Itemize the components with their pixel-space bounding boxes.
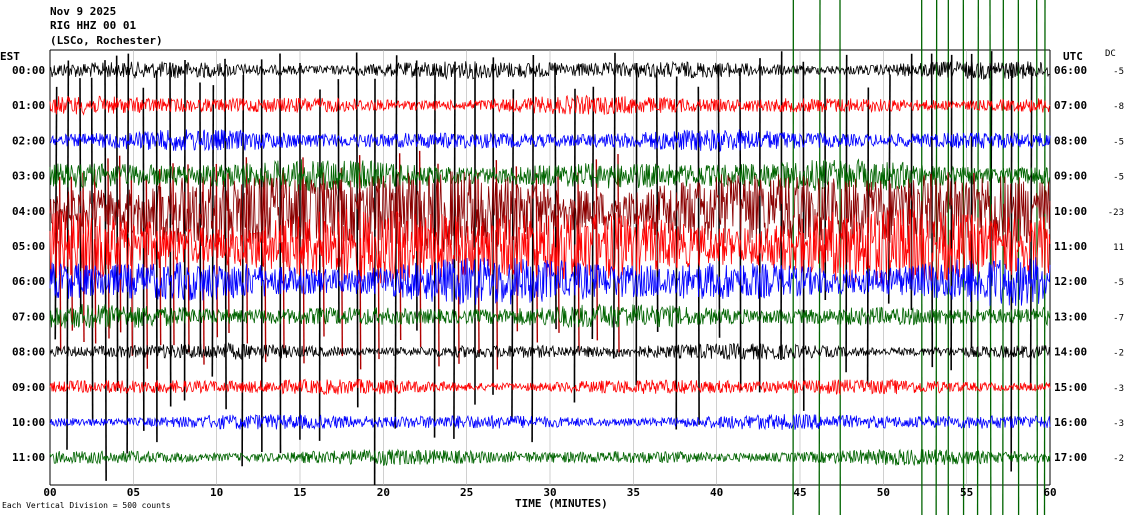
dc-value: -2 xyxy=(1113,349,1124,359)
trace-row-0700 xyxy=(49,303,1051,329)
x-axis-title: TIME (MINUTES) xyxy=(515,497,608,510)
spike-line xyxy=(104,60,107,481)
dc-label: DC xyxy=(1105,49,1116,59)
utc-hour-label: 06:00 xyxy=(1054,64,1087,77)
x-tick-label: 05 xyxy=(127,486,140,499)
spike-line xyxy=(394,55,398,429)
trace-row-0100 xyxy=(49,94,1051,116)
trace-row-0200 xyxy=(49,129,1051,153)
location-label: (LSCo, Rochester) xyxy=(50,34,163,47)
spike-line-green xyxy=(818,0,821,516)
est-hour-label: 08:00 xyxy=(12,346,45,359)
est-hour-label: 00:00 xyxy=(12,64,45,77)
footer-note: Each Vertical Division = 500 counts xyxy=(2,501,171,510)
est-hour-label: 09:00 xyxy=(12,381,45,394)
station-label: RIG HHZ 00 01 xyxy=(50,19,136,32)
utc-hour-label: 09:00 xyxy=(1054,170,1087,183)
spike-line-green xyxy=(1002,0,1004,516)
dc-value: -5 xyxy=(1113,137,1124,147)
x-tick-label: 25 xyxy=(460,486,473,499)
utc-hour-label: 08:00 xyxy=(1054,134,1087,147)
utc-hour-label: 16:00 xyxy=(1054,416,1087,429)
x-tick-label: 40 xyxy=(710,486,723,499)
spike-line-red xyxy=(495,160,499,370)
dc-value: -5 xyxy=(1113,278,1124,288)
dc-value: -5 xyxy=(1113,67,1124,77)
x-tick-label: 00 xyxy=(43,486,56,499)
spike-line xyxy=(531,55,535,443)
est-hour-label: 11:00 xyxy=(12,451,45,464)
spike-line xyxy=(612,52,616,359)
spike-line xyxy=(211,85,215,377)
x-tick-label: 15 xyxy=(293,486,306,499)
dc-value: -7 xyxy=(1113,313,1124,323)
x-tick-label: 50 xyxy=(877,486,890,499)
dc-value: -5 xyxy=(1113,173,1124,183)
trace-layer xyxy=(49,60,1051,466)
trace-row-0600 xyxy=(49,257,1051,306)
spike-line xyxy=(224,58,227,410)
spike-line-red xyxy=(118,155,122,333)
x-tick-label: 35 xyxy=(627,486,640,499)
spike-line xyxy=(950,54,953,371)
x-tick-label: 45 xyxy=(793,486,806,499)
utc-hour-label: 13:00 xyxy=(1054,310,1087,323)
dc-value: -3 xyxy=(1113,419,1124,429)
est-hour-label: 02:00 xyxy=(12,134,45,147)
utc-hour-label: 14:00 xyxy=(1054,346,1087,359)
est-hour-label: 06:00 xyxy=(12,275,45,288)
est-hour-label: 10:00 xyxy=(12,416,45,429)
est-hour-label: 03:00 xyxy=(12,170,45,183)
spike-line xyxy=(780,51,783,361)
row-labels: 00:00 06:00 -5 01:00 07:00 -8 02:00 08:00 -5 03:0… xyxy=(12,64,1124,464)
utc-hour-label: 10:00 xyxy=(1054,205,1087,218)
x-tick-label: 30 xyxy=(543,486,556,499)
spike-line xyxy=(241,74,245,467)
spike-line-red xyxy=(187,164,190,353)
x-tick-label: 55 xyxy=(960,486,973,499)
dc-value: -3 xyxy=(1113,384,1124,394)
spike-line-red xyxy=(515,166,519,332)
spike-line-red xyxy=(358,155,362,370)
est-label: EST xyxy=(0,50,20,63)
utc-hour-label: 17:00 xyxy=(1054,451,1087,464)
x-tick-labels: 00 05 10 15 20 25 30 35 40 45 50 55 60 xyxy=(43,486,1056,499)
spike-line-red xyxy=(158,169,162,346)
dc-value: -2 xyxy=(1113,454,1124,464)
est-hour-label: 05:00 xyxy=(12,240,45,253)
trace-row-0300 xyxy=(49,158,1051,192)
est-hour-label: 04:00 xyxy=(12,205,45,218)
dc-value: -8 xyxy=(1113,102,1124,112)
x-tick-label: 20 xyxy=(377,486,390,499)
trace-row-0900 xyxy=(49,378,1051,396)
utc-hour-label: 15:00 xyxy=(1054,381,1087,394)
x-tick-label: 10 xyxy=(210,486,223,499)
dc-value: 11 xyxy=(1113,243,1124,253)
utc-hour-label: 07:00 xyxy=(1054,99,1087,112)
date-label: Nov 9 2025 xyxy=(50,5,116,18)
utc-hour-label: 11:00 xyxy=(1054,240,1087,253)
spike-line xyxy=(115,55,119,391)
est-hour-label: 07:00 xyxy=(12,310,45,323)
est-hour-label: 01:00 xyxy=(12,99,45,112)
dc-value: -23 xyxy=(1108,208,1124,218)
spike-line-green xyxy=(976,0,979,516)
spike-line-red xyxy=(302,157,305,364)
trace-row-0000 xyxy=(49,60,1051,81)
spike-line-green xyxy=(989,0,992,516)
x-tick-label: 60 xyxy=(1043,486,1056,499)
utc-hour-label: 12:00 xyxy=(1054,275,1087,288)
spike-line xyxy=(126,53,130,454)
utc-label: UTC xyxy=(1063,50,1083,63)
trace-row-0800 xyxy=(49,342,1051,361)
spike-line-red xyxy=(263,171,267,363)
spike-line-red xyxy=(557,171,560,333)
trace-row-1100 xyxy=(49,448,1051,466)
spike-line-red xyxy=(215,163,219,338)
spike-line-red xyxy=(93,169,97,344)
spike-line-red xyxy=(172,163,175,346)
trace-row-1000 xyxy=(49,413,1051,431)
